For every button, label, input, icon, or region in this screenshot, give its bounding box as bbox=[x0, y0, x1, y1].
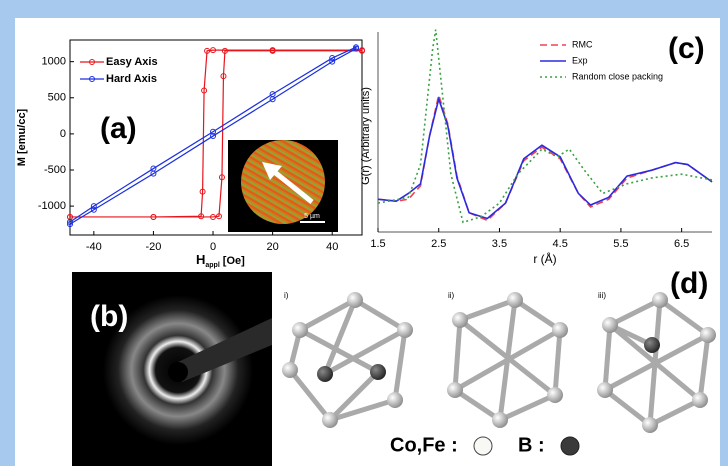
x-tick-label: 5.5 bbox=[613, 238, 628, 250]
inset: 5 µm bbox=[228, 140, 338, 232]
y-tick-label: 500 bbox=[48, 92, 66, 104]
x-tick-label: -20 bbox=[145, 241, 161, 253]
legend-label: Exp bbox=[572, 55, 588, 65]
x-axis-label-part: appl bbox=[205, 262, 219, 269]
x-tick-label: 20 bbox=[266, 241, 278, 253]
y-tick-label: -1000 bbox=[38, 200, 66, 212]
y-axis-label: G(r) (Arbitrary units) bbox=[360, 87, 372, 185]
panel-label: (b) bbox=[90, 300, 128, 333]
panel-label: (a) bbox=[100, 112, 137, 145]
x-axis-label-part: [Oe] bbox=[223, 255, 245, 267]
panel-label: (c) bbox=[668, 32, 705, 65]
legend-swatch bbox=[561, 437, 579, 455]
diffraction-image: (b) bbox=[72, 272, 272, 466]
legend-swatch bbox=[474, 437, 492, 455]
x-tick-label: 40 bbox=[326, 241, 338, 253]
structure-label: iii) bbox=[598, 291, 606, 300]
structure-label: i) bbox=[284, 291, 289, 300]
y-tick-label: -500 bbox=[44, 164, 66, 176]
x-axis-label-part: H bbox=[196, 252, 205, 267]
x-axis-label: r (Å) bbox=[533, 251, 556, 266]
legend-label: Hard Axis bbox=[106, 73, 157, 85]
legend-label: Easy Axis bbox=[106, 56, 158, 68]
y-tick-label: 1000 bbox=[42, 56, 66, 68]
structure-label: ii) bbox=[448, 291, 455, 300]
legend-label: Random close packing bbox=[572, 71, 663, 81]
legend-label: RMC bbox=[572, 39, 593, 49]
x-tick-label: 1.5 bbox=[370, 238, 385, 250]
legend-label: Co,Fe : bbox=[390, 434, 458, 456]
legend-label: B : bbox=[518, 434, 545, 456]
x-tick-label: -40 bbox=[86, 241, 102, 253]
x-tick-label: 2.5 bbox=[431, 238, 446, 250]
y-tick-label: 0 bbox=[60, 128, 66, 140]
x-tick-label: 4.5 bbox=[553, 238, 568, 250]
x-tick-label: 0 bbox=[210, 241, 216, 253]
panel-label: (d) bbox=[670, 267, 708, 300]
scale-bar-label: 5 µm bbox=[304, 213, 320, 220]
figure: 5 µm (b) i) ii) iii) (d) Co,Fe : B : -40… bbox=[0, 0, 728, 466]
x-tick-label: 6.5 bbox=[674, 238, 689, 250]
y-axis-label: M [emu/cc] bbox=[16, 108, 28, 166]
x-tick-label: 3.5 bbox=[492, 238, 507, 250]
